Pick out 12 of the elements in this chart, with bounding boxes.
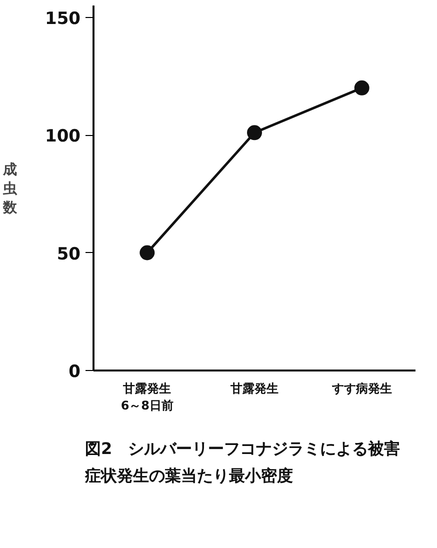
x-tick-label: 甘露発生 xyxy=(230,382,278,396)
x-tick-label: 甘露発生 6～8日前 xyxy=(120,382,174,412)
point xyxy=(354,80,370,96)
caption: 図2 シルバーリーフコナジラミによる被害症状発生の葉当たり最小密度 xyxy=(85,438,402,488)
y-tick-label: 100 xyxy=(45,126,81,147)
point xyxy=(140,245,155,260)
x-tick-label: すす病発生 xyxy=(330,382,392,396)
y-axis-title: 成虫数 xyxy=(2,160,18,216)
y-tick-label: 0 xyxy=(68,362,81,382)
y-tick-label: 50 xyxy=(56,244,81,264)
y-tick-label: 150 xyxy=(45,8,81,29)
point xyxy=(247,125,262,140)
